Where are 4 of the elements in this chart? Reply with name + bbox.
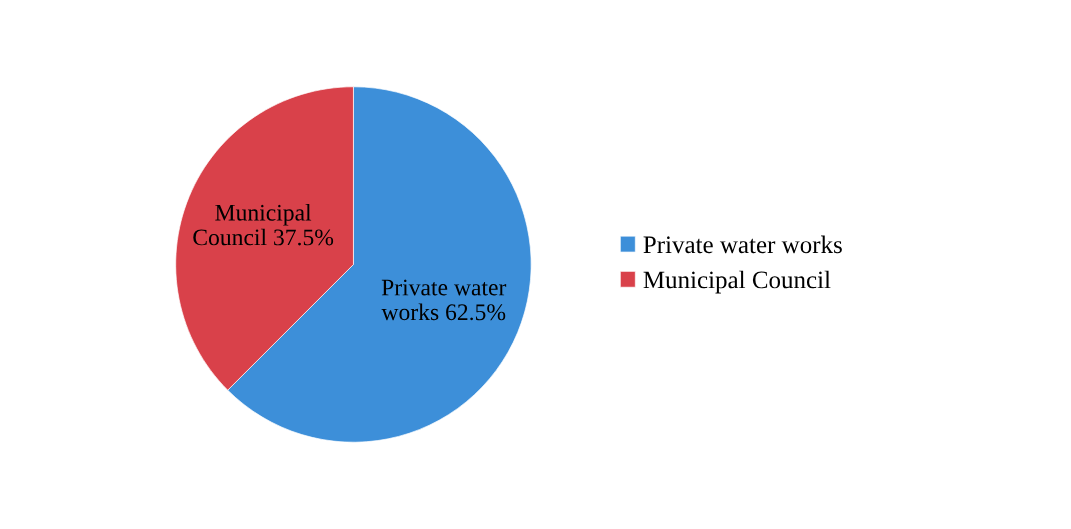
data-label: Private water works 62.5%: [381, 279, 507, 321]
data-label: Municipal Council 37.5%: [193, 204, 334, 246]
legend-label: Private water works: [643, 235, 842, 254]
legend-label: Municipal Council: [643, 270, 831, 294]
